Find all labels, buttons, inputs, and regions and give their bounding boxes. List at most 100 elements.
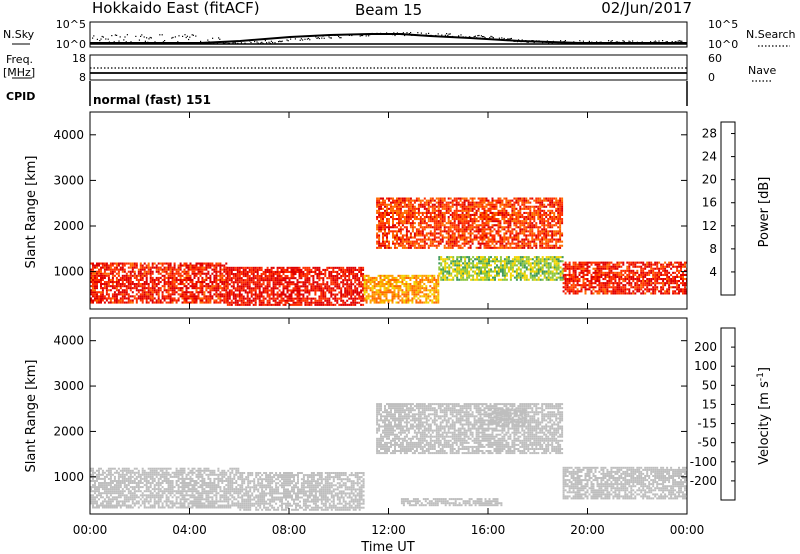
power-cell [632, 271, 635, 274]
power-cell [610, 269, 613, 272]
power-cell [139, 285, 142, 288]
power-cell [111, 285, 114, 288]
power-cell [98, 297, 100, 300]
power-cell [383, 285, 386, 288]
power-cell [451, 203, 454, 206]
power-cell [223, 301, 226, 304]
power-cell [383, 276, 386, 279]
power-cell [101, 297, 104, 300]
power-cell [390, 201, 392, 204]
power-cell [519, 230, 522, 233]
power-cell [407, 283, 410, 286]
power-cell [421, 240, 424, 243]
power-cell [541, 232, 544, 235]
power-cell [199, 287, 202, 290]
power-cell [242, 281, 245, 284]
power-cell [397, 301, 400, 304]
power-cell [228, 279, 231, 282]
power-cell [564, 275, 567, 278]
power-cell [533, 216, 536, 219]
power-cell [503, 236, 506, 239]
power-cell [213, 289, 216, 292]
power-cell [256, 295, 259, 298]
power-cell [392, 199, 394, 202]
power-cell [551, 220, 554, 223]
power-cell [197, 281, 200, 284]
power-cell [531, 222, 534, 225]
power-cell [564, 267, 567, 270]
power-cell [632, 278, 635, 281]
power-cell [396, 203, 398, 206]
power-cell [630, 282, 633, 285]
power-cell [375, 293, 378, 296]
power-cell [481, 226, 484, 229]
power-cell [570, 284, 573, 287]
power-cell [266, 277, 269, 280]
power-cell [471, 240, 474, 243]
power-cell [100, 281, 102, 284]
power-cell [407, 299, 410, 302]
power-cell [246, 299, 249, 302]
power-cell [100, 272, 102, 275]
power-cell [141, 274, 144, 277]
power-cell [489, 226, 492, 229]
noise-dot [116, 34, 118, 36]
power-cell [300, 303, 303, 306]
power-cell [318, 266, 321, 269]
power-cell [405, 276, 408, 279]
power-cell [473, 201, 476, 204]
power-cell [244, 266, 247, 269]
power-cell [386, 205, 388, 208]
power-cell [157, 295, 160, 298]
power-cell [145, 281, 148, 284]
power-cell [582, 269, 585, 272]
power-cell [423, 242, 426, 245]
power-cell [230, 277, 233, 280]
power-cell [133, 272, 136, 275]
power-cell [423, 220, 426, 223]
power-cell [493, 207, 496, 210]
power-cell [433, 203, 436, 206]
power-cell [453, 203, 456, 206]
power-cell [383, 295, 386, 298]
power-cell [515, 207, 518, 210]
power-cell [286, 291, 289, 294]
power-cell [225, 301, 228, 304]
power-cell [388, 220, 390, 223]
power-cell [187, 291, 190, 294]
power-cell [541, 203, 544, 206]
power-cell [179, 289, 182, 292]
power-cell [451, 240, 454, 243]
power-cell [306, 279, 309, 282]
power-cell [594, 282, 597, 285]
power-cell [618, 284, 621, 287]
power-cell [396, 211, 398, 214]
power-cell [96, 281, 98, 284]
power-cell [401, 242, 404, 245]
power-cell [398, 216, 400, 219]
power-cell [441, 211, 444, 214]
power-cell [517, 242, 520, 245]
power-cell [503, 222, 506, 225]
power-cell [129, 276, 132, 279]
power-cell [463, 201, 466, 204]
power-cell [219, 276, 222, 279]
noise-dot [178, 35, 180, 37]
noise-dot [150, 37, 152, 39]
power-cell [240, 301, 243, 304]
power-cell [123, 268, 126, 271]
power-cell [187, 270, 190, 273]
power-cell [246, 275, 249, 278]
power-cell [477, 224, 480, 227]
power-cell [185, 293, 188, 296]
power-cell [407, 230, 410, 233]
noise-dot [309, 39, 311, 41]
power-cell [467, 201, 470, 204]
power-cell [425, 238, 428, 241]
power-cell [427, 207, 430, 210]
power-cell [457, 228, 460, 231]
power-cell [334, 289, 337, 292]
power-cell [296, 270, 299, 273]
power-cell [258, 275, 261, 278]
power-cell [578, 280, 581, 283]
